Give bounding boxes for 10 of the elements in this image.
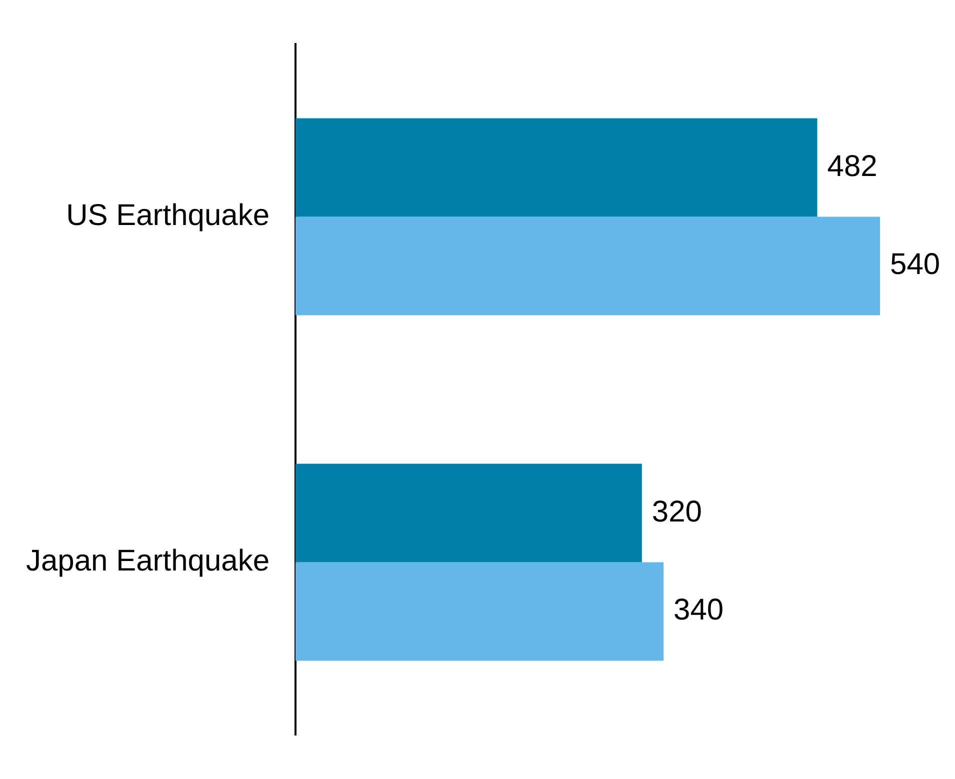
data-label: 320 — [652, 495, 702, 528]
y-tick-label: US Earthquake — [66, 199, 270, 232]
data-label: 540 — [890, 248, 940, 282]
data-label: 340 — [674, 594, 724, 627]
bar — [296, 464, 642, 562]
data-label: 482 — [827, 150, 878, 183]
bar — [296, 216, 880, 316]
bar — [296, 562, 664, 661]
bar — [296, 118, 818, 217]
y-tick-label: Japan Earthquake — [26, 544, 270, 578]
